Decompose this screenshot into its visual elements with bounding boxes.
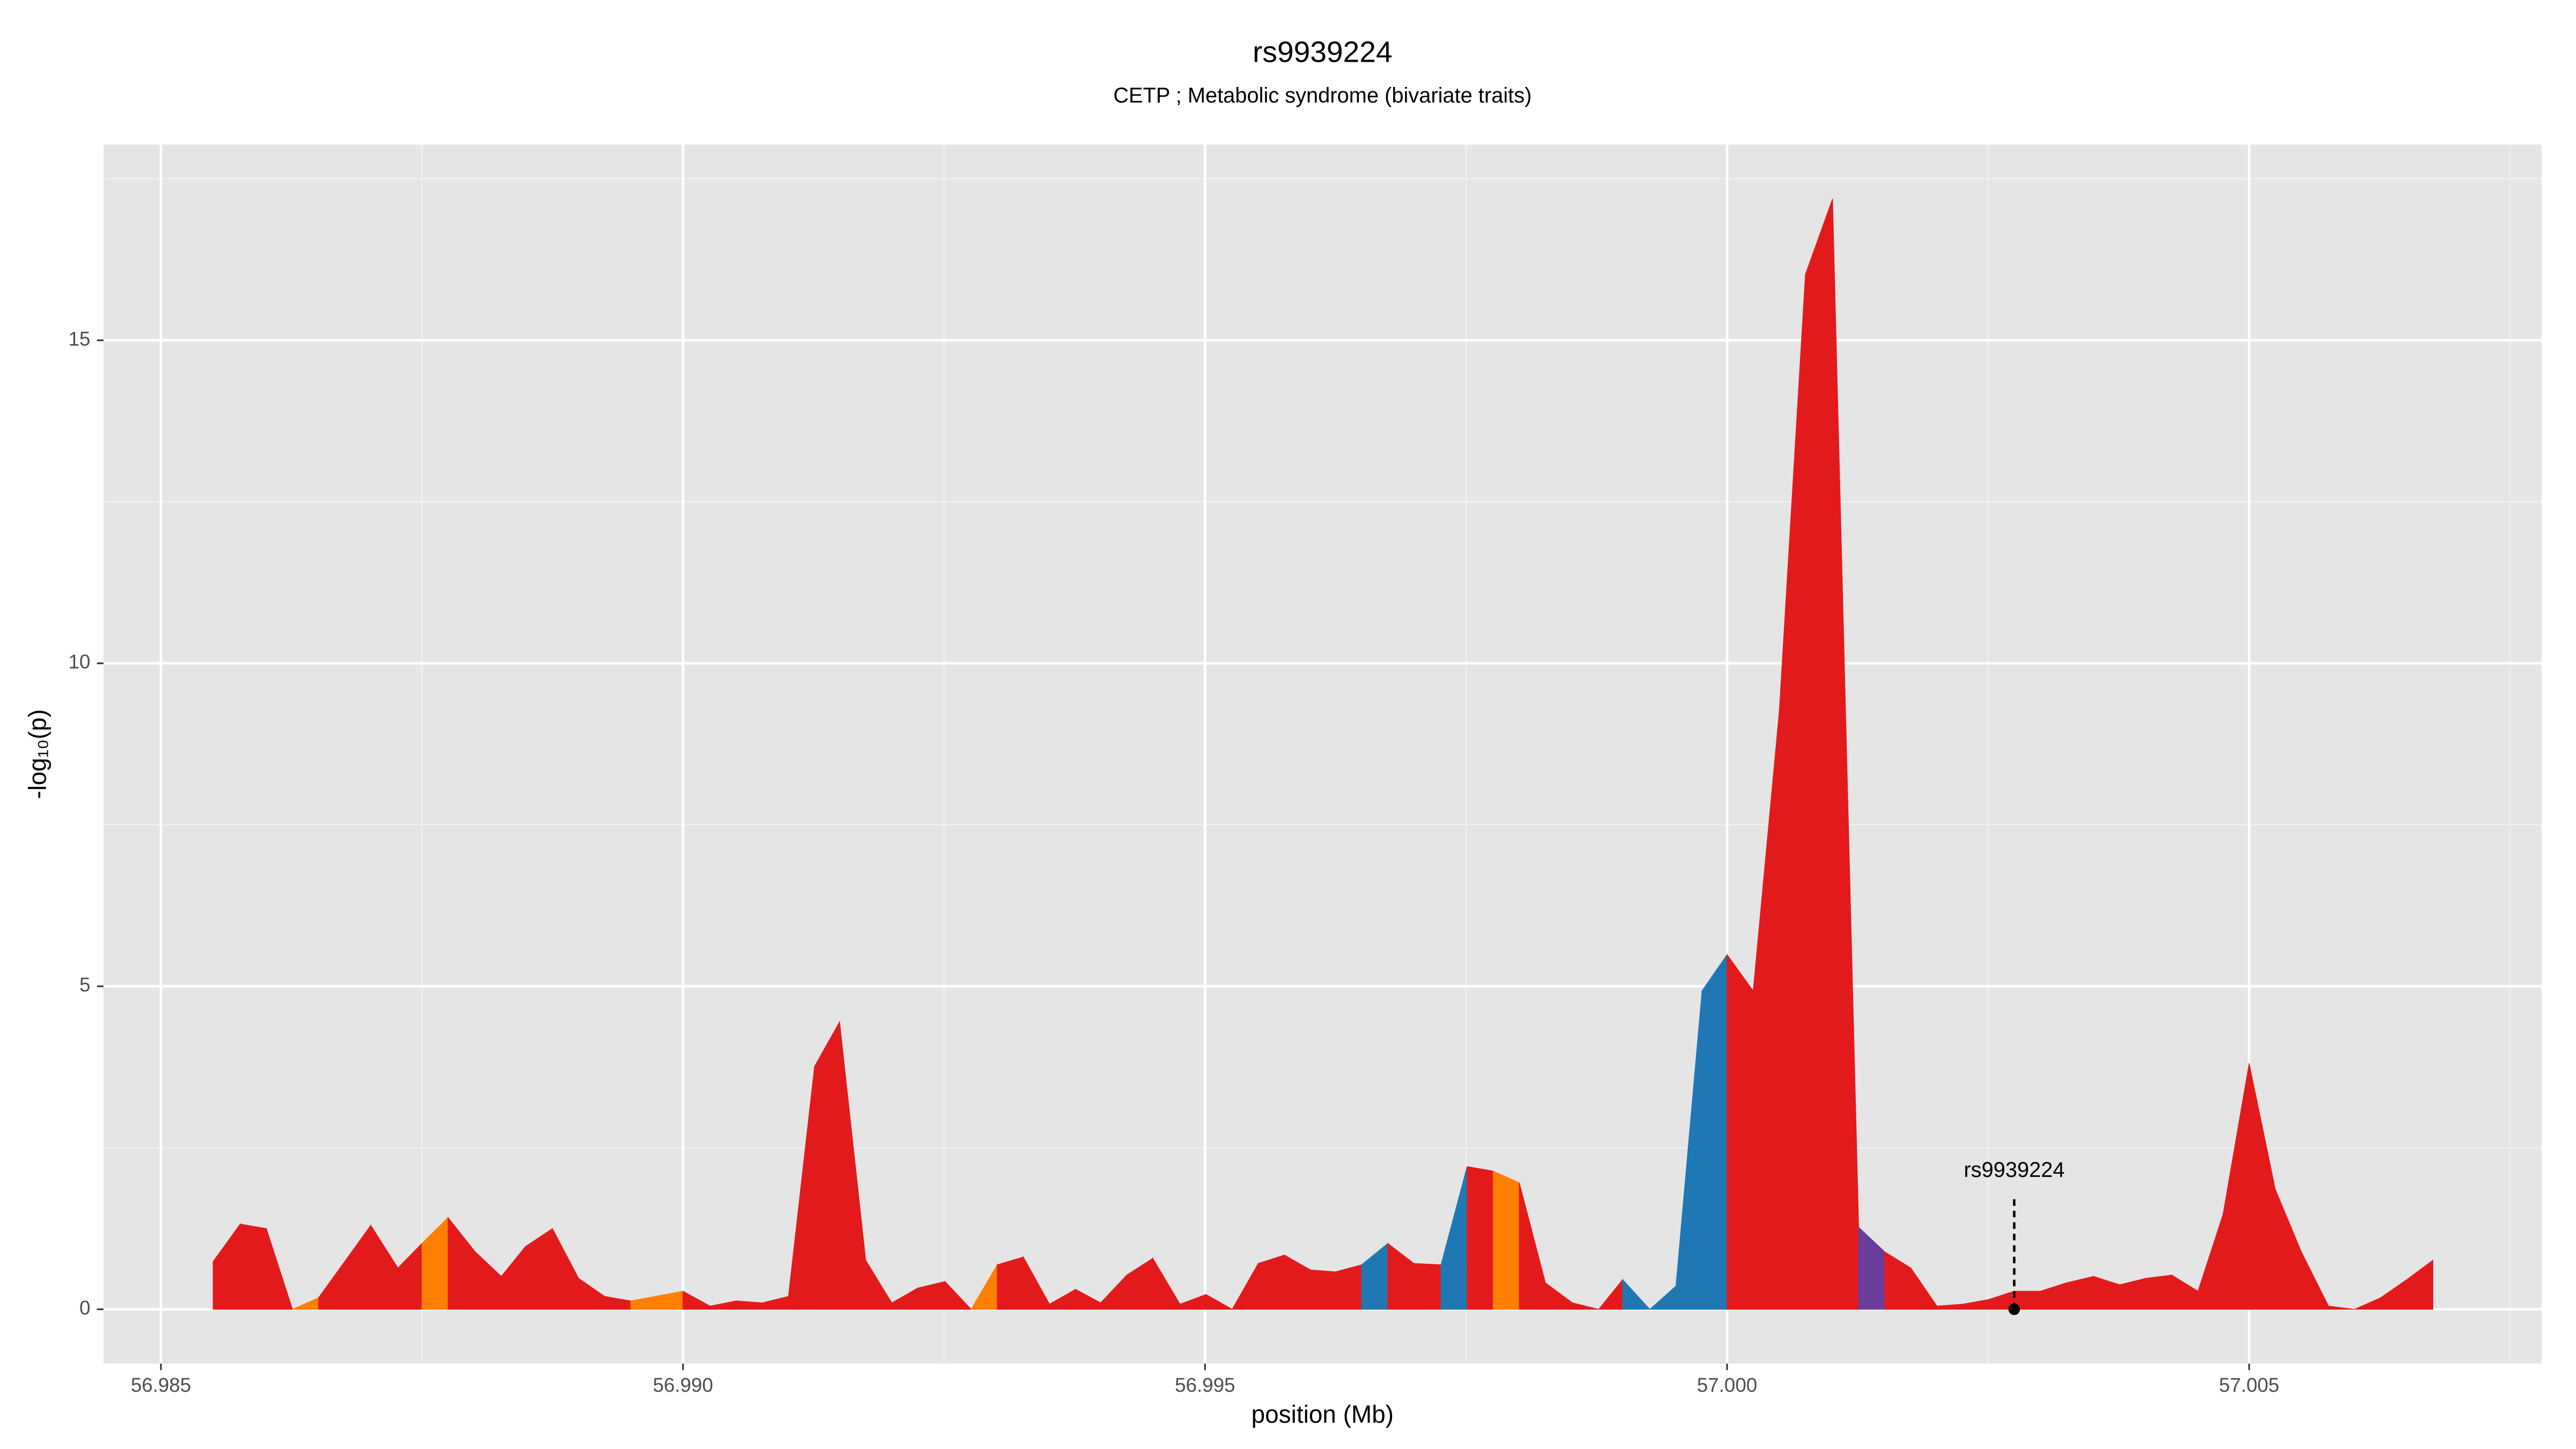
area-segment [1258, 1254, 1285, 1310]
x-axis-title: position (Mb) [1252, 1400, 1394, 1428]
area-segment [266, 1228, 293, 1310]
y-axis-title: -log₁₀(p) [24, 709, 52, 799]
area-segment [997, 1256, 1024, 1310]
y-tick-label: 10 [69, 651, 91, 673]
area-segment [1205, 1293, 1234, 1310]
area-segment [1622, 1278, 1651, 1310]
area-segment [240, 1224, 267, 1310]
x-tick-label: 56.995 [1175, 1374, 1235, 1396]
area-segment [1413, 1263, 1441, 1310]
area-segment [2406, 1260, 2433, 1310]
chart-subtitle: CETP ; Metabolic syndrome (bivariate tra… [1113, 84, 1532, 107]
area-segment [2145, 1275, 2172, 1310]
area-segment [2328, 1305, 2355, 1310]
area-segment [1805, 199, 1833, 1310]
area-segment [1335, 1264, 1362, 1310]
area-segment [814, 1020, 840, 1310]
area-segment [1701, 953, 1728, 1310]
x-tick-label: 57.000 [1697, 1374, 1757, 1396]
annotation-label: rs9939224 [1964, 1158, 2065, 1182]
axes: 56.985 56.990 56.995 57.000 57.005 0 5 10 15 [69, 328, 2280, 1396]
area-segment [1492, 1170, 1520, 1310]
area-segment [1726, 953, 1754, 1310]
chart-title: rs9939224 [1253, 35, 1392, 69]
x-tick-label: 56.985 [131, 1374, 191, 1396]
y-tick-label: 0 [79, 1297, 90, 1319]
panel [103, 144, 2542, 1364]
area-segment [1572, 1302, 1599, 1310]
marks: rs9939224 [213, 199, 2433, 1315]
area-segment [1310, 1269, 1336, 1310]
x-tick-label: 56.990 [653, 1374, 713, 1396]
y-tick-label: 5 [79, 974, 90, 996]
y-tick-label: 15 [69, 328, 91, 350]
annotation-point [2008, 1303, 2020, 1315]
x-tick-label: 57.005 [2219, 1374, 2279, 1396]
area-segment [945, 1280, 972, 1310]
area-segment [1467, 1166, 1494, 1310]
